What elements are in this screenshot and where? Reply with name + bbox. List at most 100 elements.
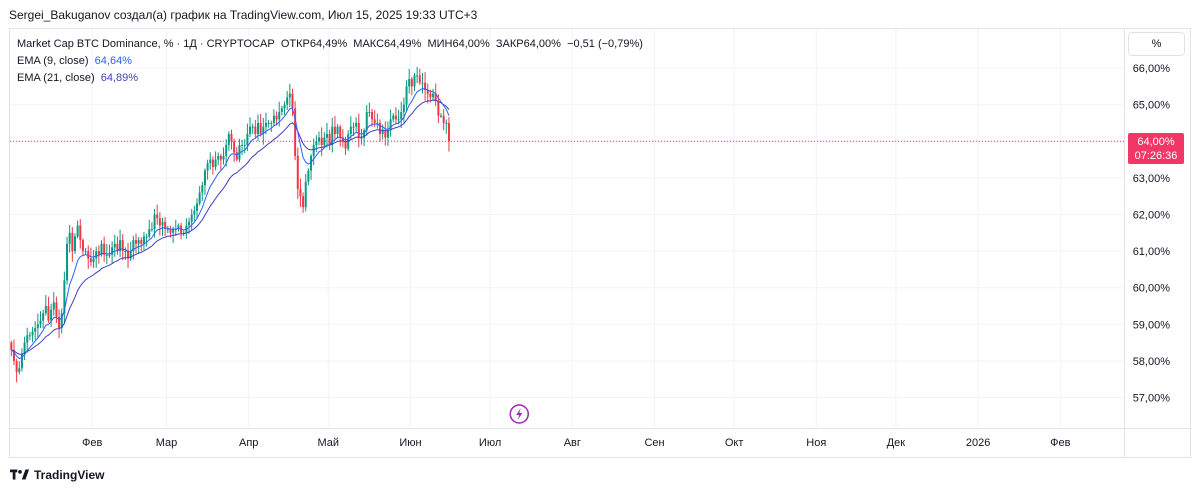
candle	[156, 204, 159, 225]
candle	[355, 117, 358, 133]
scale-mode-button[interactable]: %	[1128, 32, 1185, 56]
x-tick-label: Июн	[399, 437, 421, 449]
candle	[426, 83, 429, 104]
legend-open: 64,49%	[309, 38, 348, 50]
candle	[304, 173, 307, 212]
candle	[113, 234, 116, 257]
candle	[211, 156, 214, 175]
candle	[294, 101, 297, 161]
ema21-value: 64,89%	[100, 72, 139, 84]
candle	[23, 336, 26, 360]
legend-change: −0,51 (−0,79%)	[567, 38, 643, 50]
footer[interactable]: TradingView	[10, 466, 104, 484]
horizontal-grid	[10, 67, 1124, 398]
candle	[60, 308, 63, 334]
footer-brand: TradingView	[34, 468, 105, 482]
candle	[44, 295, 47, 316]
candle	[68, 224, 71, 253]
y-tick-label: 66,00%	[1133, 63, 1171, 75]
candle	[413, 72, 416, 92]
x-tick-label: Авг	[564, 437, 581, 449]
candle	[209, 152, 212, 170]
candle	[158, 211, 161, 236]
candle	[288, 83, 291, 108]
candle	[42, 309, 45, 329]
ema-21-line	[11, 99, 450, 355]
candle	[437, 94, 440, 124]
lightning-icon[interactable]	[509, 404, 530, 424]
candle	[238, 138, 241, 163]
candle	[100, 240, 103, 257]
candle	[47, 296, 50, 323]
price-axis-labels: 57,00% 58,00% 59,00% 60,00% 61,00% 62,00% 63,0…	[1133, 63, 1171, 404]
y-tick-label: 63,00%	[1133, 173, 1171, 185]
legend-main-row: Market Cap BTC Dominance, % · 1Д · CRYPT…	[17, 36, 643, 53]
candle	[286, 90, 289, 110]
candle	[84, 247, 87, 255]
legend-ema21-row[interactable]: EMA (21, close) 64,89%	[17, 70, 643, 87]
chart-legend: Market Cap BTC Dominance, % · 1Д · CRYPT…	[17, 36, 643, 87]
candle	[310, 153, 313, 180]
candle	[339, 124, 342, 147]
y-tick-label: 59,00%	[1133, 319, 1171, 331]
candle	[256, 114, 259, 141]
time-axis-labels: Фев Мар Апр Май Июн Июл Авг Сен Окт Ноя Дек 2026 Фев	[82, 437, 1071, 449]
candle	[371, 108, 374, 127]
legend-ema9-row[interactable]: EMA (9, close) 64,64%	[17, 53, 643, 70]
candle	[328, 129, 331, 151]
candle	[447, 117, 450, 152]
x-tick-label: Мар	[156, 437, 178, 449]
candle	[214, 151, 217, 171]
candle	[235, 147, 238, 162]
candle	[318, 131, 321, 146]
ema9-label: EMA (9, close)	[17, 55, 89, 67]
candle	[26, 327, 29, 353]
candle	[259, 114, 262, 137]
chart-frame[interactable]	[9, 28, 1191, 458]
candle	[166, 225, 169, 234]
candle	[76, 220, 79, 239]
candle	[394, 107, 397, 125]
candle	[272, 109, 275, 127]
x-tick-label: 2026	[966, 437, 990, 449]
candle	[66, 236, 69, 285]
candle	[333, 115, 336, 141]
legend-high-label: МАКС	[353, 38, 385, 50]
tradingview-logo-icon	[10, 469, 30, 480]
candle	[424, 72, 427, 101]
legend-low: 64,00%	[452, 38, 490, 50]
candle	[230, 129, 233, 150]
candle	[434, 83, 437, 106]
x-tick-label: Сен	[644, 437, 664, 449]
candle	[28, 331, 31, 341]
candle	[219, 153, 222, 171]
x-tick-label: Апр	[239, 437, 258, 449]
legend-close: 64,00%	[523, 38, 561, 50]
candle	[416, 67, 419, 84]
x-tick-label: Фев	[1050, 437, 1070, 449]
candle	[121, 234, 124, 261]
candle	[195, 198, 198, 219]
candle	[410, 77, 413, 96]
y-tick-label: 60,00%	[1133, 283, 1171, 295]
candle	[103, 236, 106, 262]
candle	[397, 109, 400, 125]
candle	[251, 123, 254, 135]
candle	[134, 233, 137, 254]
ema21-label: EMA (21, close)	[17, 72, 95, 84]
candle	[243, 139, 246, 154]
legend-symbol[interactable]: Market Cap BTC Dominance, % · 1Д · CRYPT…	[17, 38, 275, 50]
header-title: Sergei_Bakuganov создал(а) график на Tra…	[9, 8, 478, 22]
y-tick-label: 62,00%	[1133, 210, 1171, 222]
candle	[174, 219, 177, 236]
candle	[92, 249, 95, 268]
candle	[116, 236, 119, 255]
candle	[190, 209, 193, 231]
x-tick-label: Дек	[887, 437, 906, 449]
candle	[405, 80, 408, 112]
candle	[275, 111, 278, 126]
candle	[363, 128, 366, 147]
candle	[39, 311, 42, 329]
candle	[217, 152, 220, 165]
